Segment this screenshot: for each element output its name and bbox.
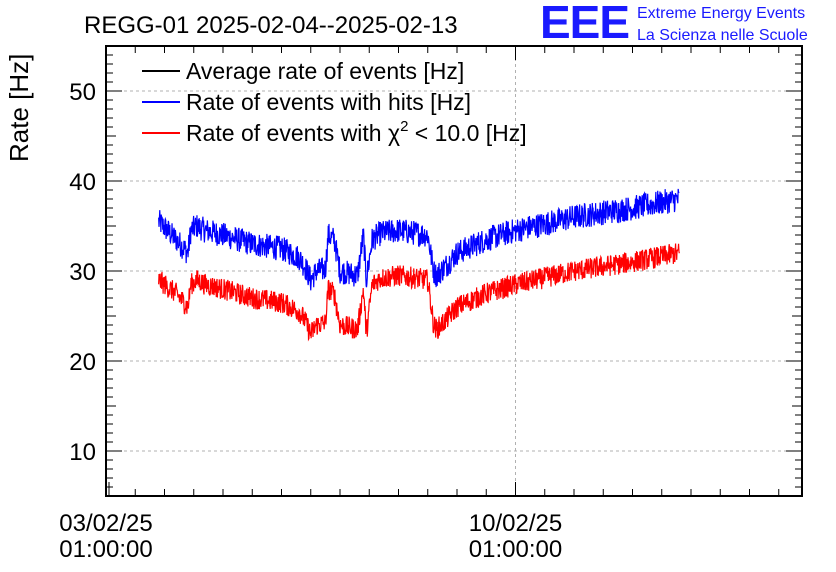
eee-logo: EEE [540,0,630,48]
legend-label-chi2: Rate of events with χ2 < 10.0 [Hz] [186,118,527,146]
legend: Average rate of events [Hz] Rate of even… [142,58,527,146]
legend-chi2-prefix: Rate of events with [186,120,388,146]
x-tick-label-time: 01:00:00 [469,536,562,563]
legend-chi2-symbol: χ [388,120,400,146]
series-line-chi2 [158,243,680,342]
legend-label-average: Average rate of events [Hz] [186,58,464,84]
legend-chi2-sup: 2 [400,118,408,135]
y-tick-label: 10 [69,439,96,466]
legend-chi2-suffix: < 10.0 [Hz] [408,120,526,146]
axis-ticks: 102030405003/02/2501:00:0010/02/2501:00:… [59,45,802,563]
chart-title: REGG-01 2025-02-04--2025-02-13 [84,12,458,39]
y-tick-label: 40 [69,169,96,196]
y-tick-label: 20 [69,349,96,376]
series-line-hits [158,188,680,291]
series-layer [158,188,680,342]
x-tick-label-date: 10/02/25 [469,510,562,537]
y-tick-label: 30 [69,259,96,286]
x-tick-label-time: 01:00:00 [59,536,152,563]
legend-label-hits: Rate of events with hits [Hz] [186,89,471,115]
gridlines [106,46,802,496]
y-tick-label: 50 [69,79,96,106]
brand-line-2: La Scienza nelle Scuole [637,27,808,44]
eee-logo-text: EEE [540,0,629,48]
brand-line-1: Extreme Energy Events [637,5,805,22]
x-tick-label-date: 03/02/25 [59,510,152,537]
y-axis-label: Rate [Hz] [4,54,34,162]
